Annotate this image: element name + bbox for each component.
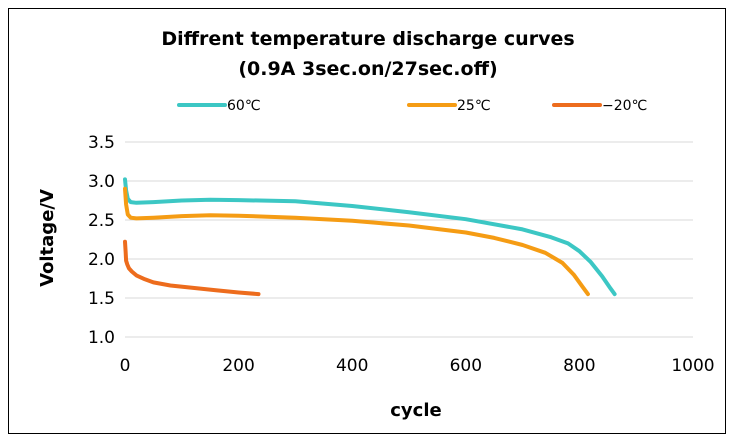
x-tick-labels: 0 200 400 600 800 1000 bbox=[120, 356, 715, 376]
x-tick-label: 400 bbox=[336, 356, 368, 376]
legend-label-1: 25℃ bbox=[457, 98, 491, 114]
chart-gridlines bbox=[125, 141, 693, 338]
y-tick-label: 2.5 bbox=[88, 211, 115, 231]
y-tick-label: 1.5 bbox=[88, 289, 115, 309]
y-tick-labels: 1.0 1.5 2.0 2.5 3.0 3.5 bbox=[88, 133, 115, 348]
y-tick-label: 1.0 bbox=[88, 328, 115, 348]
y-tick-label: 3.5 bbox=[88, 133, 115, 153]
series-line-2 bbox=[123, 239, 261, 297]
chart-legend: 60℃ 25℃ −20℃ bbox=[177, 98, 647, 114]
series-line-0 bbox=[123, 177, 617, 297]
y-tick-label: 2.0 bbox=[88, 250, 115, 270]
chart-svg: Diffrent temperature discharge curves (0… bbox=[37, 28, 715, 421]
chart-subtitle: (0.9A 3sec.on/27sec.off) bbox=[238, 58, 497, 80]
series-line-1 bbox=[123, 186, 590, 297]
x-tick-label: 0 bbox=[120, 356, 131, 376]
y-axis-label: Voltage/V bbox=[37, 189, 58, 287]
y-tick-label: 3.0 bbox=[88, 172, 115, 192]
legend-label-2: −20℃ bbox=[602, 98, 647, 114]
x-tick-label: 600 bbox=[450, 356, 482, 376]
x-tick-label: 200 bbox=[222, 356, 254, 376]
x-tick-label: 1000 bbox=[671, 356, 714, 376]
chart-title: Diffrent temperature discharge curves bbox=[161, 28, 574, 50]
legend-label-0: 60℃ bbox=[227, 98, 261, 114]
x-tick-label: 800 bbox=[563, 356, 595, 376]
chart-frame: Diffrent temperature discharge curves (0… bbox=[8, 8, 726, 434]
x-axis-label: cycle bbox=[390, 400, 441, 421]
chart-series-group bbox=[123, 177, 617, 297]
